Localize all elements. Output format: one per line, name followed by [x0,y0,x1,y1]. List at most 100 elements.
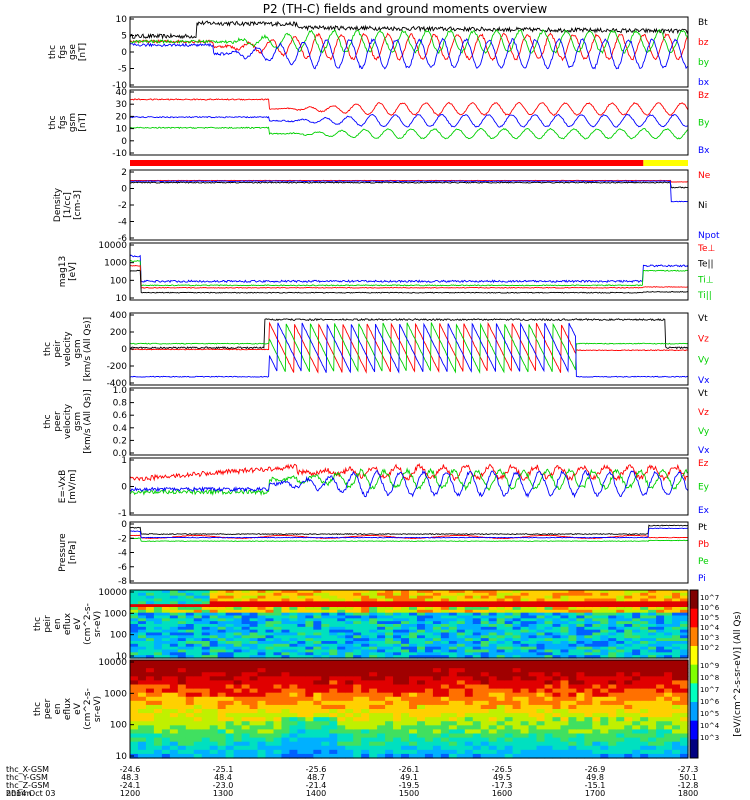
y-axis-label: eV [73,617,83,630]
heatmap-cell [257,672,267,677]
heatmap-cell [249,615,259,619]
heatmap-cell [177,635,187,639]
heatmap-cell [576,704,585,710]
heatmap-cell [233,649,243,653]
heatmap-cell [600,709,609,714]
heatmap-cell [273,684,283,690]
heatmap-cell [472,612,482,617]
heatmap-cell [329,664,338,669]
heatmap-cell [488,684,498,690]
heatmap-cell [281,601,291,605]
heatmap-cell [584,676,593,682]
heatmap-cell [624,624,633,628]
heatmap-cell [369,721,378,726]
heatmap-cell [456,668,466,673]
heatmap-cell [608,655,617,659]
heatmap-cell [648,649,657,653]
heatmap-cell [424,672,434,677]
heatmap-cell [393,624,402,628]
heatmap-cell [233,733,243,739]
heatmap-cell [193,684,203,690]
heatmap-cell [640,652,649,656]
heatmap-cell [217,592,227,597]
heatmap-cell [488,607,498,611]
heatmap-cell [153,641,163,645]
legend-entry: bz [698,38,709,48]
heatmap-cell [544,688,554,694]
heatmap-cell [337,692,346,698]
heatmap-cell [552,595,562,600]
heatmap-cell [424,725,434,731]
heatmap-cell [345,684,354,690]
heatmap-cell [225,729,235,735]
heatmap-cell [528,643,538,648]
heatmap-cell [568,590,577,594]
heatmap-cell [177,696,187,702]
heatmap-cell [257,643,267,648]
heatmap-cell [664,590,673,594]
heatmap-cell [377,692,386,698]
heatmap-cell [504,684,514,690]
heatmap-cell [584,729,593,735]
heatmap-cell [480,618,490,622]
heatmap-cell [225,607,235,611]
heatmap-cell [504,741,514,747]
heatmap-cell [169,635,179,639]
heatmap-cell [145,604,155,608]
heatmap-cell [321,717,330,722]
heatmap-cell [321,684,330,690]
heatmap-cell [432,649,442,653]
heatmap-cell [345,618,354,622]
heatmap-cell [353,688,362,694]
heatmap-cell [648,717,657,722]
heatmap-cell [576,700,585,706]
heatmap-cell [281,655,291,659]
heatmap-cell [488,629,498,634]
heatmap-cell [337,632,346,636]
heatmap-cell [265,604,275,608]
heatmap-cell [393,615,402,619]
heatmap-cell [512,609,522,614]
heatmap-cell [664,624,673,628]
legend-entry: Ti|| [697,291,712,301]
heatmap-cell [249,652,259,656]
y-tick-label: 1000 [104,689,127,699]
heatmap-cell [209,745,219,751]
heatmap-cell [145,618,155,622]
heatmap-cell [568,733,577,739]
heatmap-cell [225,680,235,686]
heatmap-cell [520,709,530,714]
x-axis-value: 1300 [213,789,233,798]
heatmap-cell [193,753,203,759]
heatmap-cell [584,646,593,651]
heatmap-cell [424,604,434,608]
heatmap-cell [568,696,577,702]
heatmap-cell [185,615,195,619]
heatmap-cell [321,598,330,602]
heatmap-cell [169,717,179,722]
heatmap-cell [640,753,649,759]
heatmap-cell [480,655,490,659]
heatmap-cell [169,592,179,597]
heatmap-cell [632,717,641,722]
heatmap-cell [480,660,490,665]
heatmap-cell [480,721,490,726]
heatmap-cell [640,624,649,628]
heatmap-cell [672,629,681,634]
heatmap-cell [544,660,554,665]
heatmap-cell [393,676,402,682]
heatmap-cell [145,607,155,611]
heatmap-cell [560,753,570,759]
heatmap-cell [281,626,291,631]
heatmap-cell [528,601,538,605]
heatmap-cell [432,729,442,735]
heatmap-cell [305,729,314,735]
heatmap-cell [305,704,314,710]
heatmap-cell [616,649,625,653]
heatmap-cell [448,629,458,634]
heatmap-cell [480,717,490,722]
heatmap-cell [472,680,482,686]
heatmap-cell [640,733,649,739]
heatmap-cell [600,635,609,639]
x-axis-value: 49.1 [400,773,418,782]
